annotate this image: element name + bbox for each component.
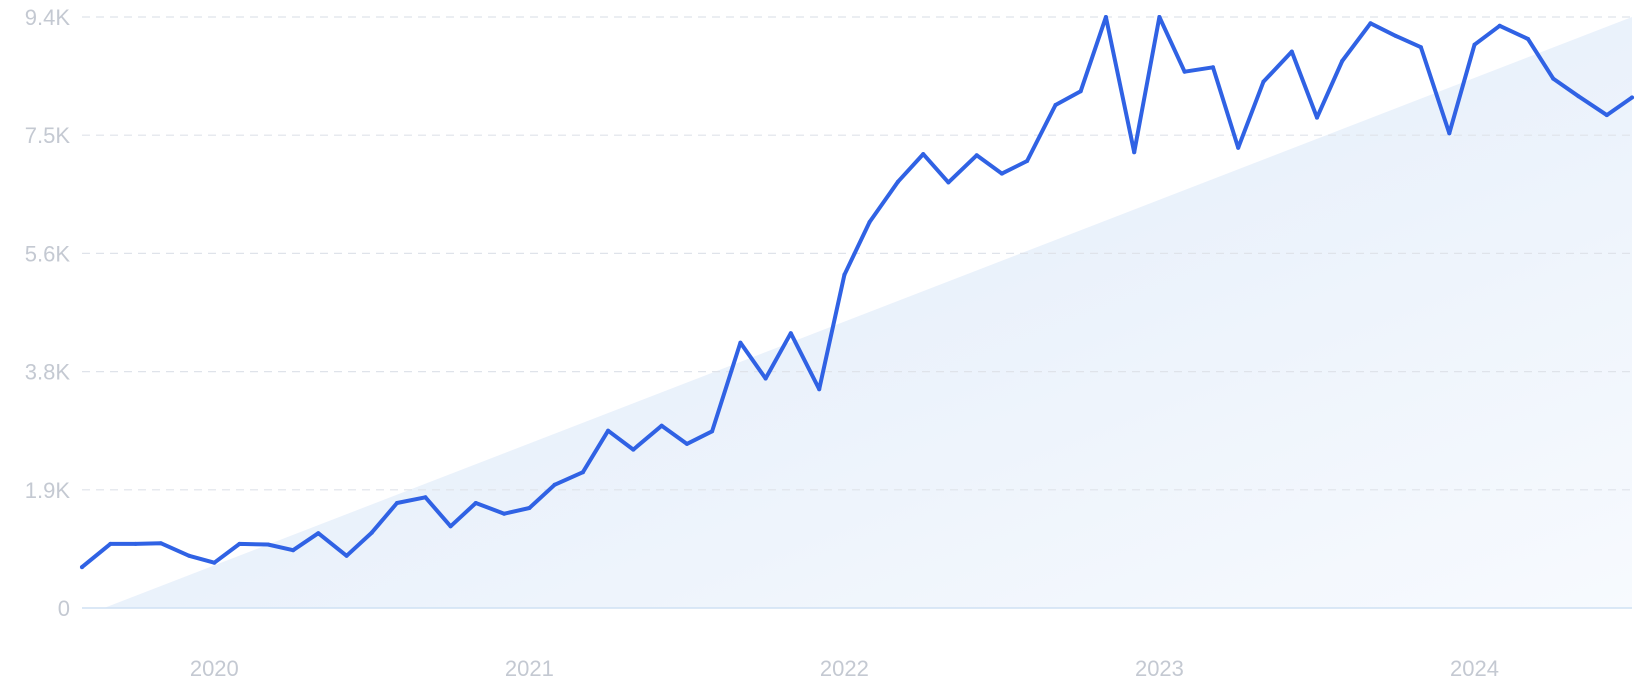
data-point	[1053, 103, 1058, 107]
data-point	[867, 220, 872, 224]
data-point	[999, 171, 1004, 176]
x-tick-label: 2024	[1450, 656, 1499, 681]
data-point	[502, 511, 507, 516]
y-tick-label: 5.6K	[25, 241, 71, 266]
data-point	[80, 565, 84, 570]
data-point	[1236, 145, 1241, 150]
data-point	[1315, 115, 1319, 120]
data-point	[606, 428, 611, 433]
data-point	[1340, 59, 1345, 63]
data-point	[1261, 79, 1266, 84]
data-point	[237, 541, 242, 546]
data-point	[631, 447, 636, 452]
data-point	[423, 495, 428, 500]
data-point	[1447, 131, 1452, 136]
y-tick-label: 3.8K	[25, 360, 71, 385]
y-tick-label: 0	[58, 596, 70, 621]
trend-area	[104, 17, 1632, 608]
data-point	[1078, 89, 1083, 94]
data-point	[1604, 113, 1609, 118]
data-point	[1157, 15, 1162, 19]
data-point	[1551, 76, 1556, 81]
y-tick-label: 9.4K	[25, 5, 71, 30]
y-tick-label: 1.9K	[25, 478, 71, 503]
data-point	[291, 548, 296, 553]
series-line	[80, 15, 1634, 570]
data-point	[921, 152, 926, 157]
data-point	[1368, 21, 1373, 26]
data-point	[369, 530, 374, 535]
data-point	[1103, 15, 1108, 19]
data-point	[1472, 42, 1477, 47]
data-point	[108, 541, 113, 546]
data-point	[158, 541, 163, 546]
data-point	[395, 501, 399, 505]
data-point	[187, 553, 192, 558]
x-tick-label: 2021	[505, 656, 554, 681]
data-point	[974, 153, 979, 158]
data-point	[817, 387, 822, 392]
x-tick-label: 2022	[820, 656, 869, 681]
data-point	[1630, 95, 1634, 100]
data-point	[684, 441, 689, 446]
data-point	[710, 429, 715, 434]
data-point	[473, 501, 478, 505]
data-point	[738, 340, 743, 345]
data-point	[1289, 49, 1294, 54]
data-point	[1526, 37, 1530, 41]
data-point	[1025, 159, 1030, 163]
data-point	[316, 531, 321, 536]
data-point	[763, 376, 768, 381]
data-point	[527, 506, 532, 510]
data-point	[1182, 69, 1187, 74]
data-point	[788, 331, 793, 336]
data-point	[659, 423, 664, 428]
data-point	[580, 470, 585, 475]
data-point	[946, 180, 951, 185]
data-point	[842, 272, 847, 277]
y-tick-label: 7.5K	[25, 123, 71, 148]
data-point	[1418, 45, 1423, 50]
x-tick-label: 2020	[190, 656, 239, 681]
data-point	[1393, 33, 1398, 38]
data-point	[552, 482, 557, 487]
data-point	[344, 553, 349, 558]
data-point	[1576, 94, 1581, 99]
data-point	[1497, 23, 1502, 28]
data-point	[1211, 65, 1215, 70]
data-point	[265, 542, 270, 547]
data-point	[133, 541, 138, 546]
x-tick-label: 2023	[1135, 656, 1184, 681]
data-point	[448, 524, 453, 529]
data-point	[212, 560, 217, 565]
data-point	[1132, 150, 1137, 155]
data-point	[896, 179, 900, 184]
